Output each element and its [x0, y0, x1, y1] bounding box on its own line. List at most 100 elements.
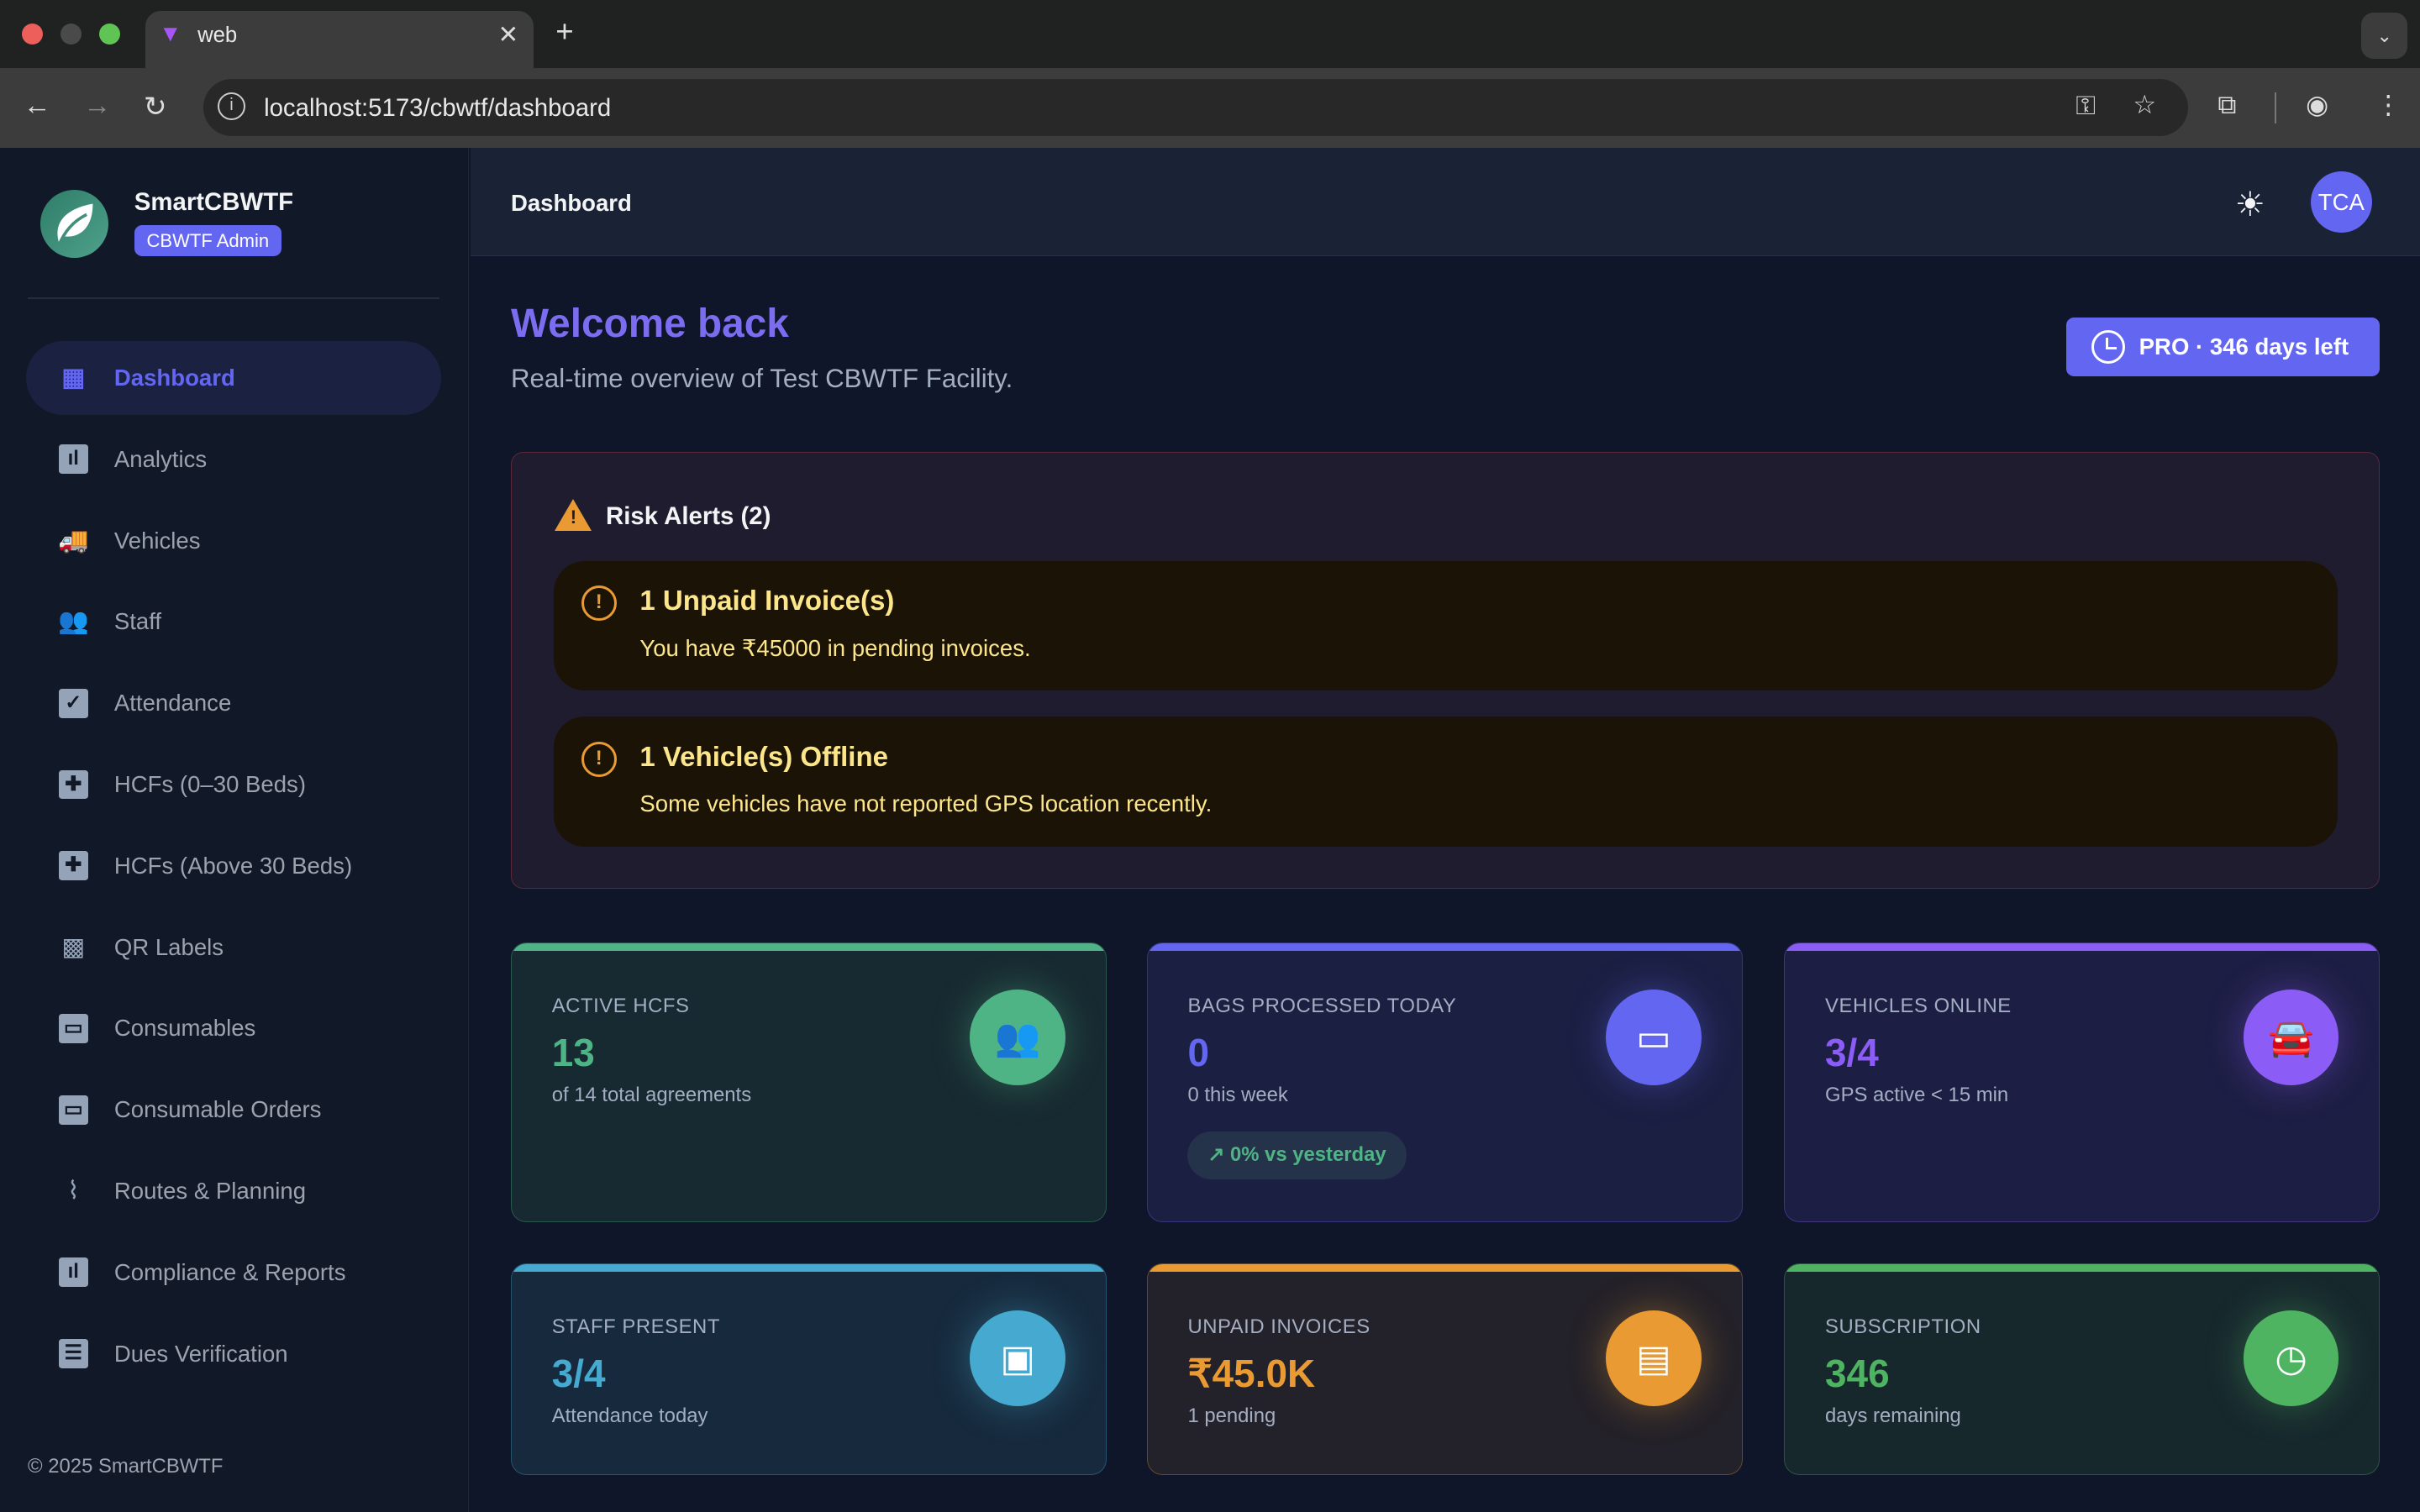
welcome-title: Welcome back	[510, 302, 789, 347]
analytics-icon: ıl	[57, 443, 90, 475]
card-label: UNPAID INVOICES	[1187, 1315, 1370, 1338]
risk-alerts-title: Risk Alerts (2)	[605, 501, 771, 530]
pro-badge-label: PRO · 346 days left	[2139, 333, 2349, 360]
sidebar-item-label: Vehicles	[113, 527, 201, 554]
card-label: ACTIVE HCFS	[551, 994, 690, 1017]
url-text[interactable]: localhost:5173/cbwtf/dashboard	[264, 94, 612, 123]
card-value: ₹45.0K	[1187, 1352, 1316, 1396]
warning-triangle-icon: !	[555, 499, 592, 532]
card-accent-bar	[1147, 943, 1742, 952]
back-icon[interactable]: ←	[23, 89, 51, 121]
alert-circle-icon: !	[581, 741, 617, 777]
card-value: 13	[551, 1031, 595, 1075]
sidebar: SmartCBWTF CBWTF Admin ▦ Dashboard ıl Analy…	[0, 148, 470, 1512]
medical-plus-icon: ✚	[57, 849, 90, 882]
password-key-icon[interactable]: ⚿	[2075, 91, 2096, 121]
profile-icon[interactable]: ◉	[2306, 89, 2329, 119]
new-tab-button[interactable]: +	[555, 13, 574, 49]
car-icon: 🚘	[2243, 990, 2339, 1086]
sidebar-item-hcfs-above-30-beds[interactable]: ✚ HCFs (Above 30 Beds)	[26, 829, 441, 903]
qr-code-icon: ▩	[61, 933, 86, 962]
theme-toggle-sun-icon[interactable]: ☀	[2234, 184, 2265, 223]
tab-search-chevron-icon[interactable]: ⌄	[2361, 12, 2408, 59]
wallet-icon: ▤	[1606, 1310, 1702, 1407]
truck-icon: 🚚	[57, 526, 89, 554]
window-minimize-button[interactable]	[60, 23, 82, 45]
bookmark-star-icon[interactable]: ☆	[2133, 89, 2157, 119]
card-accent-bar	[1147, 1264, 1742, 1273]
menu-kebab-icon[interactable]: ⋮	[2375, 89, 2402, 119]
card-value: 346	[1825, 1352, 1890, 1396]
sidebar-divider	[28, 297, 440, 300]
sidebar-item-label: Compliance & Reports	[113, 1258, 346, 1285]
extensions-icon[interactable]: ⧉	[2217, 89, 2237, 119]
sidebar-item-label: QR Labels	[113, 933, 224, 960]
site-info-icon[interactable]: i	[217, 92, 245, 121]
card-note: GPS active < 15 min	[1825, 1084, 2009, 1107]
checklist-icon: ☰	[57, 1337, 90, 1370]
pro-subscription-badge[interactable]: PRO · 346 days left	[2066, 318, 2381, 377]
sidebar-item-consumables[interactable]: ▭ Consumables	[26, 991, 441, 1065]
sidebar-item-label: Consumables	[113, 1015, 256, 1042]
card-note: 0 this week	[1187, 1084, 1288, 1107]
role-badge: CBWTF Admin	[134, 225, 281, 257]
card-value: 3/4	[551, 1352, 606, 1396]
stat-card-active-hcfs: ACTIVE HCFS 13 of 14 total agreements 👥	[510, 942, 1107, 1222]
people-icon: 👥	[970, 990, 1066, 1086]
stat-card-vehicles-online: VEHICLES ONLINE 3/4 GPS active < 15 min …	[1784, 942, 2381, 1222]
sidebar-item-compliance-reports[interactable]: ıl Compliance & Reports	[26, 1236, 441, 1310]
reload-icon[interactable]: ↻	[143, 91, 167, 123]
calendar-check-icon: ✓	[57, 687, 90, 720]
leaf-logo-icon	[39, 189, 108, 258]
card-accent-bar	[511, 943, 1106, 952]
trend-up-icon: ↗	[1207, 1143, 1230, 1167]
sidebar-item-attendance[interactable]: ✓ Attendance	[26, 666, 441, 740]
avatar[interactable]: TCA	[2310, 171, 2373, 234]
stat-card-unpaid-invoices: UNPAID INVOICES ₹45.0K 1 pending ▤	[1146, 1263, 1743, 1475]
card-accent-bar	[1785, 1264, 2380, 1273]
forward-icon[interactable]: →	[83, 89, 112, 121]
sidebar-item-label: Staff	[113, 608, 162, 635]
sidebar-item-analytics[interactable]: ıl Analytics	[26, 423, 441, 496]
sidebar-item-routes-planning[interactable]: ⌇ Routes & Planning	[26, 1154, 441, 1228]
copyright: © 2025 SmartCBWTF	[28, 1455, 224, 1478]
sidebar-item-label: Dashboard	[113, 364, 235, 391]
sidebar-item-qr-labels[interactable]: ▩ QR Labels	[26, 910, 441, 984]
sidebar-item-hcfs-0-30-beds[interactable]: ✚ HCFs (0–30 Beds)	[26, 748, 441, 822]
sidebar-item-dashboard[interactable]: ▦ Dashboard	[26, 340, 442, 416]
window-maximize-button[interactable]	[98, 23, 121, 45]
people-icon: 👥	[57, 607, 89, 636]
sidebar-item-vehicles[interactable]: 🚚 Vehicles	[26, 503, 441, 577]
clock-icon	[2091, 330, 2126, 365]
risk-alerts-panel: ! Risk Alerts (2) ! 1 Unpaid Invoice(s) …	[510, 452, 2381, 889]
card-value: 0	[1187, 1031, 1209, 1075]
card-note: Attendance today	[551, 1404, 708, 1428]
card-note: days remaining	[1825, 1404, 1961, 1428]
card-accent-bar	[1785, 943, 2380, 952]
sidebar-item-label: Analytics	[113, 445, 208, 472]
route-icon: ⌇	[67, 1177, 80, 1205]
archive-box-icon: ▭	[1606, 990, 1702, 1086]
sidebar-item-label: Attendance	[113, 690, 232, 717]
stat-card-bags-processed-today: BAGS PROCESSED TODAY 0 0 this week ▭ ↗ 0…	[1146, 942, 1743, 1222]
stat-card-subscription: SUBSCRIPTION 346 days remaining ◷	[1784, 1263, 2381, 1475]
tab-close-icon[interactable]: ✕	[497, 20, 519, 49]
alert-title: 1 Vehicle(s) Offline	[639, 741, 889, 773]
address-bar[interactable]: i localhost:5173/cbwtf/dashboard ⚿ ☆	[203, 78, 2189, 136]
sidebar-item-consumable-orders[interactable]: ▭ Consumable Orders	[26, 1073, 441, 1147]
report-icon: ıl	[57, 1256, 90, 1289]
sidebar-item-label: Dues Verification	[113, 1340, 288, 1367]
window-close-button[interactable]	[21, 23, 44, 45]
sidebar-item-dues-verification[interactable]: ☰ Dues Verification	[26, 1316, 441, 1390]
alert-item: ! 1 Unpaid Invoice(s) You have ₹45000 in…	[553, 560, 2338, 690]
page-title: Dashboard	[510, 189, 632, 216]
card-label: SUBSCRIPTION	[1825, 1315, 1981, 1338]
browser-tab[interactable]: ▼ web ✕	[145, 10, 534, 68]
clock-icon: ◷	[2243, 1310, 2339, 1407]
archive-box-icon: ▭	[57, 1094, 90, 1126]
trend-badge: ↗ 0% vs yesterday	[1187, 1131, 1407, 1180]
sidebar-item-staff[interactable]: 👥 Staff	[26, 585, 441, 659]
tab-title: web	[197, 23, 238, 47]
alert-description: You have ₹45000 in pending invoices.	[639, 634, 1031, 661]
browser-toolbar: ← → ↻ i localhost:5173/cbwtf/dashboard ⚿…	[0, 67, 2420, 149]
